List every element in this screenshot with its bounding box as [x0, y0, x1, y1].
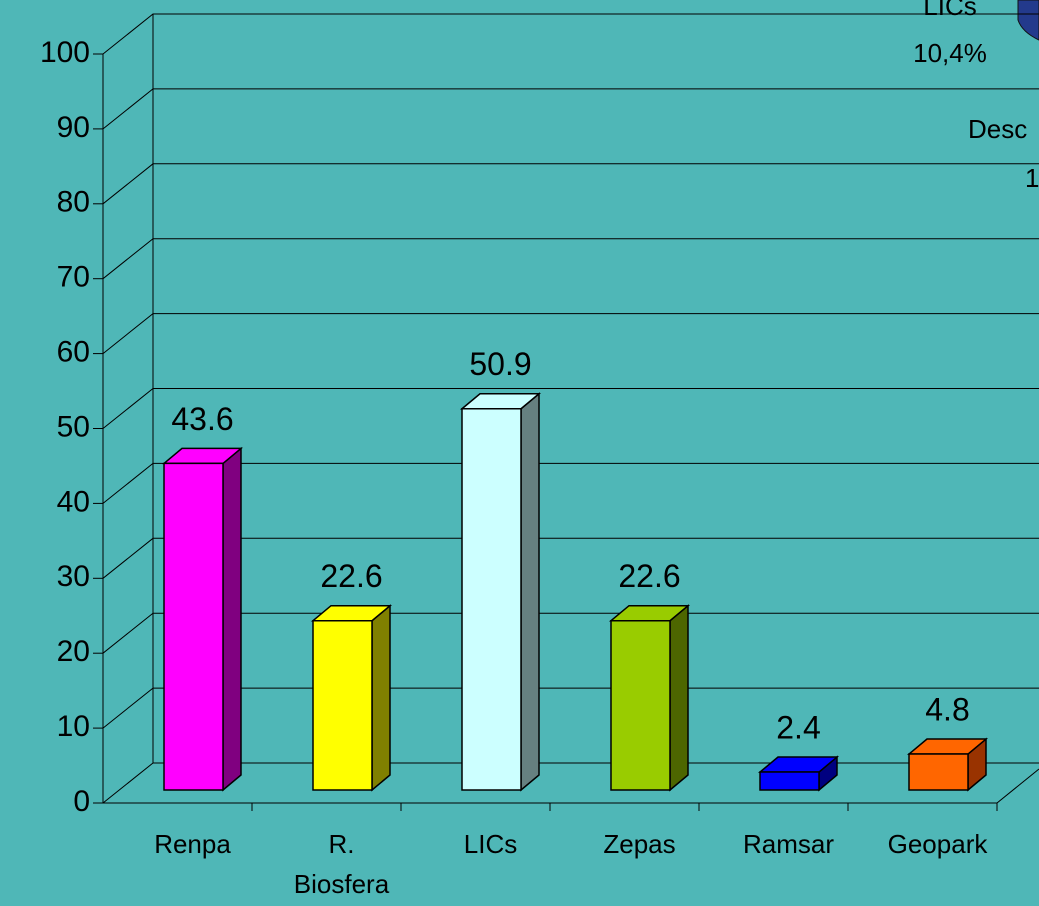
pie-label: 10,4%	[913, 38, 987, 68]
bar	[459, 392, 542, 792]
bar	[906, 737, 989, 792]
value-label: 22.6	[618, 558, 680, 594]
x-tick-label: Zepas	[603, 829, 676, 859]
bar-face	[908, 753, 969, 791]
bar-face	[461, 408, 522, 791]
bar-face	[669, 604, 689, 792]
grid-line	[102, 13, 1039, 55]
pie-label: LICs	[923, 0, 976, 21]
x-tick-label: Geopark	[887, 829, 988, 859]
x-tick-label: R. Biosfera	[293, 829, 390, 899]
grid-line	[102, 687, 1039, 729]
x-tick-label: Renpa	[154, 829, 231, 859]
y-tick-label: 100	[40, 36, 90, 69]
pie-label: Desc	[968, 114, 1027, 144]
bar-face	[163, 462, 224, 791]
value-label: 50.9	[469, 346, 531, 382]
bar	[310, 604, 393, 792]
y-tick-label: 10	[57, 710, 90, 743]
bar	[161, 446, 244, 792]
y-tick-label: 60	[57, 336, 90, 369]
pie-slice	[1017, 0, 1039, 41]
grid-line	[102, 313, 1039, 354]
bar-face	[759, 771, 820, 791]
bar-face	[520, 392, 540, 792]
x-tick-label: Ramsar	[742, 829, 834, 859]
bar-face	[222, 446, 242, 792]
y-tick-label: 50	[57, 410, 90, 443]
bar-face	[371, 604, 391, 792]
grid-line	[102, 762, 1039, 804]
grid-line	[102, 612, 1039, 654]
bar-face	[610, 619, 671, 791]
bar	[608, 604, 691, 792]
grid-line	[102, 388, 1039, 429]
y-tick-label: 80	[57, 186, 90, 219]
y-tick-label: 40	[57, 485, 90, 518]
floor-edge	[103, 768, 1039, 804]
grid-line	[102, 88, 1039, 130]
value-label: 43.6	[171, 401, 233, 437]
x-tick-label: LICs	[463, 829, 518, 859]
grid-line	[102, 238, 1039, 280]
grid-line	[102, 537, 1039, 579]
value-label: 4.8	[925, 692, 969, 728]
y-tick-label: 70	[57, 261, 90, 294]
value-label: 2.4	[776, 709, 820, 745]
y-tick-label: 30	[57, 560, 90, 593]
value-label: 22.6	[320, 558, 382, 594]
pie-label: 1	[1025, 163, 1039, 193]
bar	[757, 755, 840, 792]
y-tick-label: 20	[57, 635, 90, 668]
grid-line	[102, 462, 1039, 504]
grid-line	[102, 163, 1039, 205]
y-tick-label: 90	[57, 111, 90, 144]
bar-face	[312, 619, 373, 791]
y-tick-label: 0	[73, 785, 90, 818]
